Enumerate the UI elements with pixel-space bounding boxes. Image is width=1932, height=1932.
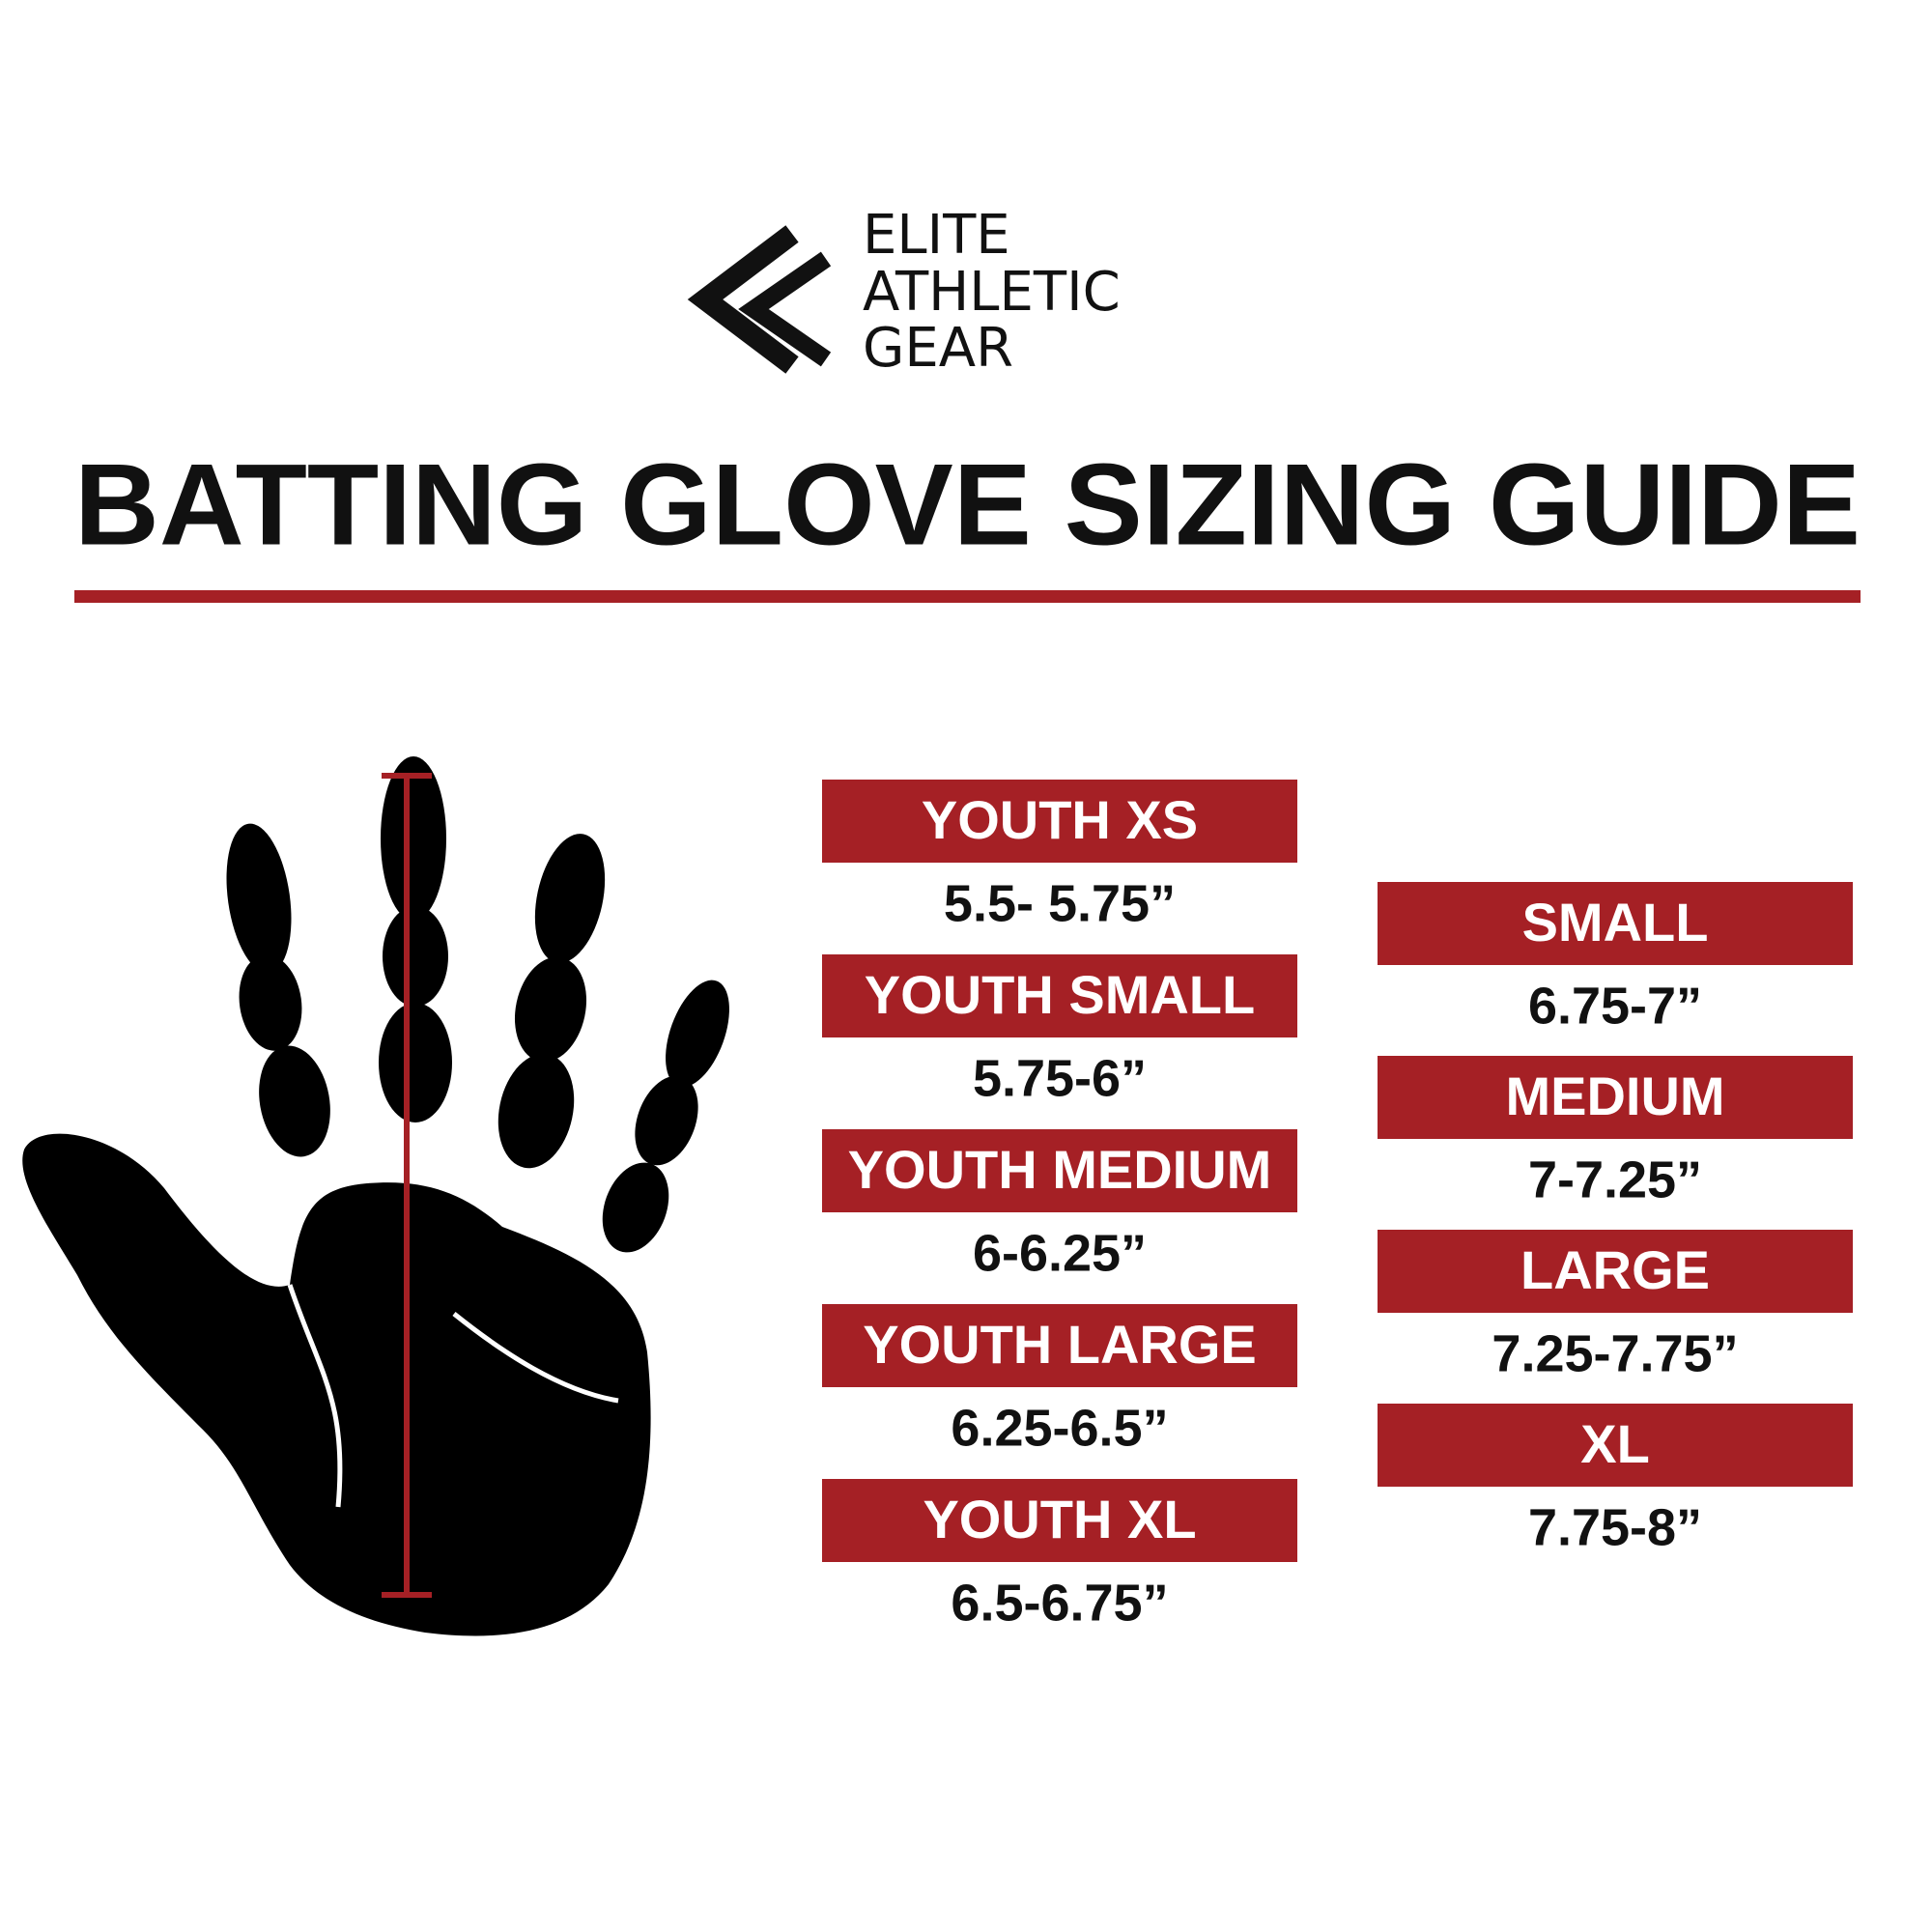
- size-box: [1378, 882, 1853, 965]
- size-label: XL: [1580, 1413, 1650, 1474]
- size-label: MEDIUM: [1505, 1065, 1724, 1126]
- size-label: YOUTH XS: [922, 789, 1198, 850]
- size-box: [1378, 1404, 1853, 1487]
- range-label: 7.75-8”: [1528, 1498, 1702, 1556]
- size-box: [822, 780, 1297, 863]
- size-box: [1378, 1056, 1853, 1139]
- size-label: YOUTH SMALL: [865, 964, 1255, 1025]
- logo-line: ELITE: [863, 204, 1010, 267]
- logo-chevron-inner: [738, 251, 832, 367]
- hand-illustration: [22, 756, 729, 1636]
- size-box: [822, 1304, 1297, 1387]
- range-label: 5.75-6”: [973, 1049, 1147, 1107]
- size-label: SMALL: [1522, 892, 1709, 952]
- size-label: YOUTH XL: [923, 1489, 1196, 1549]
- logo-line: GEAR: [863, 317, 1013, 380]
- size-box: [1378, 1230, 1853, 1313]
- range-label: 6-6.25”: [973, 1224, 1147, 1282]
- size-label: YOUTH MEDIUM: [848, 1139, 1272, 1200]
- hand-crease: [287, 1284, 619, 1508]
- range-label: 5.5- 5.75”: [944, 874, 1176, 932]
- logo-icon: [687, 225, 832, 374]
- title-underline: [74, 590, 1861, 603]
- range-label: 6.25-6.5”: [951, 1399, 1168, 1457]
- size-label: YOUTH LARGE: [863, 1314, 1257, 1375]
- logo-line: ATHLETIC: [863, 261, 1121, 324]
- range-label: 6.5-6.75”: [951, 1574, 1168, 1632]
- measure-line: [382, 773, 432, 1598]
- title: BATTING GLOVE SIZING GUIDE: [74, 440, 1861, 570]
- size-label: LARGE: [1520, 1239, 1710, 1300]
- range-label: 6.75-7”: [1528, 977, 1702, 1035]
- range-label: 7.25-7.75”: [1492, 1324, 1738, 1382]
- size-box: [822, 954, 1297, 1037]
- range-label: 7-7.25”: [1528, 1151, 1702, 1208]
- size-box: [822, 1479, 1297, 1562]
- logo-chevron: [687, 225, 799, 374]
- size-box: [822, 1129, 1297, 1212]
